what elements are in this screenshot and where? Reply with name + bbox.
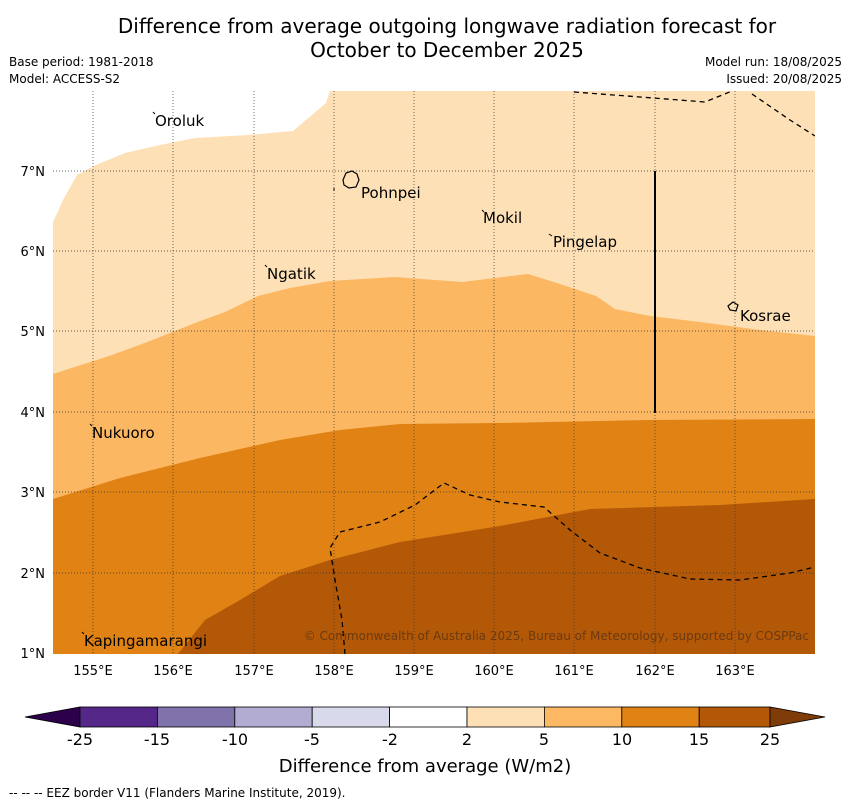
place-pingelap: Pingelap: [553, 233, 617, 251]
model-text: Model: ACCESS-S2: [9, 72, 121, 86]
colorbar-high-extend: [769, 706, 826, 728]
place-kosrae: Kosrae: [740, 307, 791, 325]
meta-left: Base period: 1981-2018 Model: ACCESS-S2: [9, 54, 154, 88]
lat-tick-4: 4°N: [21, 406, 46, 421]
cb-label-neg25: -25: [67, 730, 93, 749]
footer-note: -- -- -- EEZ border V11 (Flanders Marine…: [9, 786, 346, 800]
white-gap: [53, 91, 330, 222]
colorbar-seg-2: [156, 706, 236, 728]
cb-label-neg2: -2: [382, 730, 398, 749]
meta-right: Model run: 18/08/2025 Issued: 20/08/2025: [705, 54, 842, 88]
place-oroluk: Oroluk: [155, 112, 204, 130]
colorbar-seg-3: [234, 706, 313, 728]
lon-tick-160: 160°E: [474, 664, 514, 679]
kosrae-island-outline: [727, 301, 739, 312]
colorbar-title: Difference from average (W/m2): [279, 756, 571, 777]
place-ngatik: Ngatik: [267, 265, 316, 283]
place-mokil: Mokil: [483, 209, 522, 227]
atoll-marks: [81, 111, 553, 635]
lon-tick-155: 155°E: [73, 664, 113, 679]
cb-label-neg10: -10: [222, 730, 248, 749]
colorbar-seg-1: [79, 706, 158, 728]
lon-tick-159: 159°E: [394, 664, 434, 679]
chart-title: Difference from average outgoing longwav…: [0, 14, 850, 62]
title-line-1: Difference from average outgoing longwav…: [117, 14, 777, 38]
cb-label-15: 15: [689, 730, 709, 749]
copyright-text: © Commonwealth of Australia 2025, Bureau…: [304, 629, 809, 643]
colorbar: [24, 706, 826, 728]
cb-label-neg5: -5: [304, 730, 320, 749]
cb-label-25: 25: [760, 730, 780, 749]
lat-tick-1: 1°N: [21, 647, 46, 662]
map-area: Oroluk Pohnpei Mokil Pingelap Ngatik Kos…: [53, 91, 815, 654]
cb-label-2: 2: [462, 730, 472, 749]
lon-tick-157: 157°E: [234, 664, 274, 679]
lat-tick-5: 5°N: [21, 325, 46, 340]
place-pohnpei: Pohnpei: [361, 184, 421, 202]
cb-label-neg15: -15: [144, 730, 170, 749]
lon-tick-163: 163°E: [715, 664, 755, 679]
colorbar-seg-6: [466, 706, 545, 728]
colorbar-labels: -25 -15 -10 -5 -2 2 5 10 15 25: [67, 730, 780, 749]
base-period-text: Base period: 1981-2018: [9, 55, 154, 69]
lat-tick-2: 2°N: [21, 567, 46, 582]
colorbar-low-extend: [24, 706, 81, 728]
title-line-2: October to December 2025: [310, 38, 584, 62]
colorbar-seg-9: [698, 706, 771, 728]
colorbar-seg-4: [311, 706, 391, 728]
lat-tick-7: 7°N: [21, 165, 46, 180]
cb-label-10: 10: [612, 730, 632, 749]
place-kapingamarangi: Kapingamarangi: [84, 632, 207, 650]
lon-tick-158: 158°E: [314, 664, 354, 679]
model-run-text: Model run: 18/08/2025: [704, 55, 842, 69]
cb-label-5: 5: [539, 730, 549, 749]
band-2-5: [53, 91, 815, 374]
lat-tick-6: 6°N: [21, 245, 46, 260]
colorbar-seg-7: [544, 706, 623, 728]
place-labels: Oroluk Pohnpei Mokil Pingelap Ngatik Kos…: [84, 112, 791, 650]
issued-text: Issued: 20/08/2025: [726, 72, 842, 86]
colorbar-seg-5: [389, 706, 468, 728]
lon-tick-161: 161°E: [554, 664, 594, 679]
pohnpei-island-outline: [342, 170, 360, 189]
place-nukuoro: Nukuoro: [92, 424, 155, 442]
colorbar-seg-8: [621, 706, 700, 728]
lon-tick-156: 156°E: [153, 664, 193, 679]
eez-borders: [329, 91, 815, 654]
lat-ticks: 7°N 6°N 5°N 4°N 3°N 2°N 1°N: [21, 165, 46, 662]
lon-tick-162: 162°E: [635, 664, 675, 679]
lon-ticks: 155°E 156°E 157°E 158°E 159°E 160°E 161°…: [73, 664, 755, 679]
lat-tick-3: 3°N: [21, 486, 46, 501]
